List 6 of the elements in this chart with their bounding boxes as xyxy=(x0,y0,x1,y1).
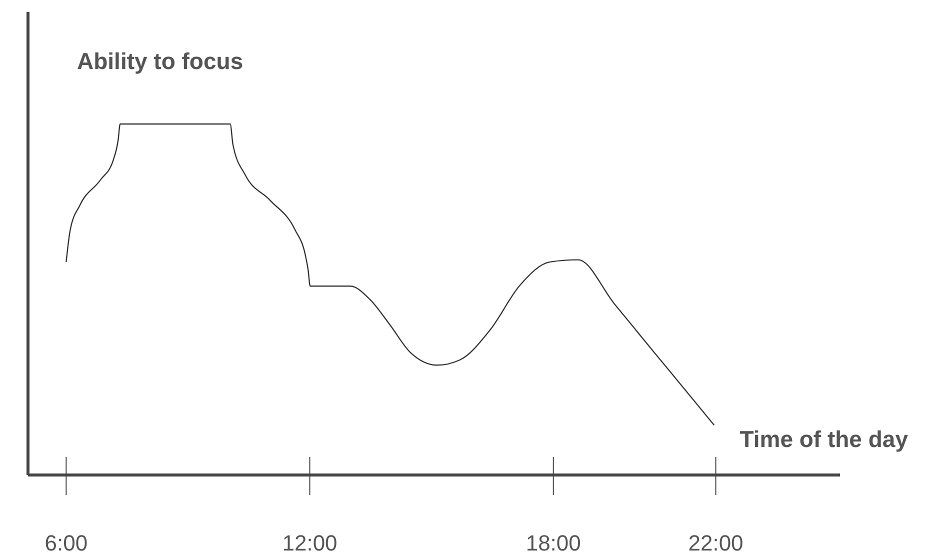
x-tick-label: 12:00 xyxy=(282,530,338,556)
y-axis-title: Ability to focus xyxy=(77,48,244,74)
x-axis-title: Time of the day xyxy=(740,426,908,452)
x-tick-label: 6:00 xyxy=(44,530,88,556)
x-tick-label: 18:00 xyxy=(526,530,581,556)
x-tick-label: 22:00 xyxy=(688,530,744,556)
